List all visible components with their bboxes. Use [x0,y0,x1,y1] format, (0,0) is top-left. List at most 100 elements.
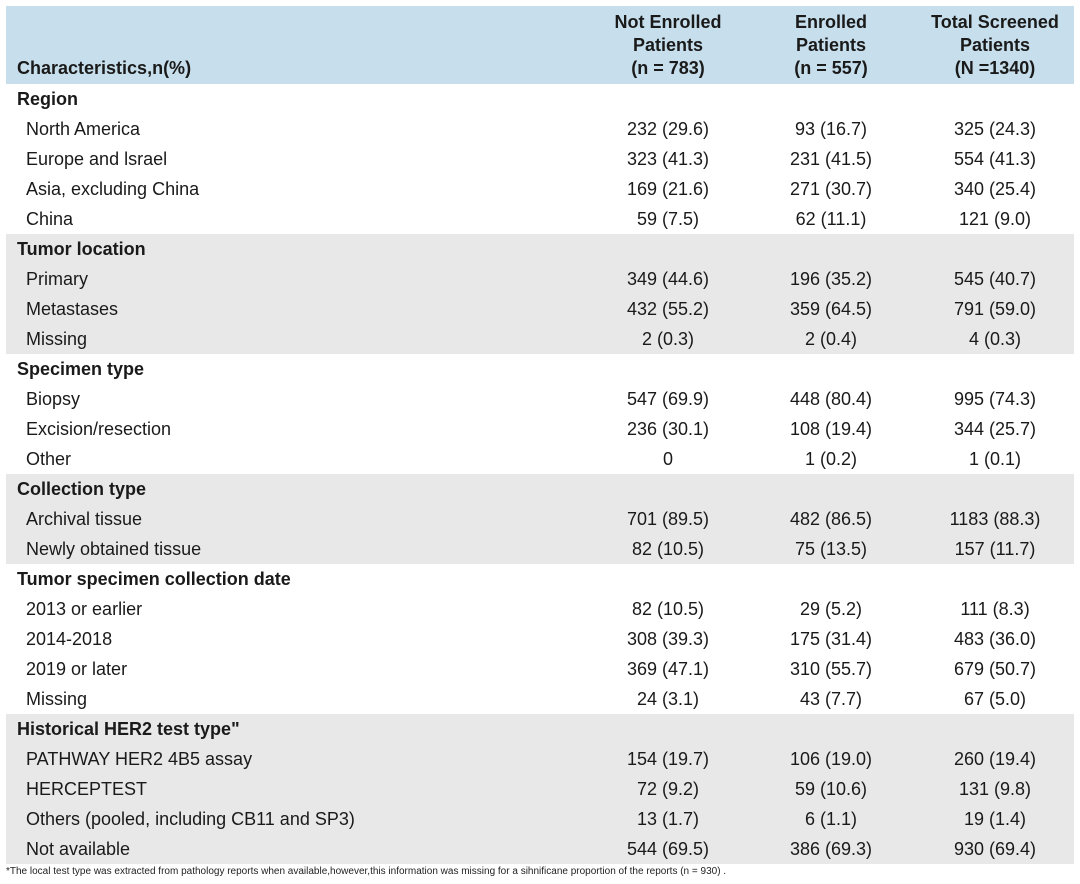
enrolled-value: 359 (64.5) [789,299,873,319]
enrolled-value: 93 (16.7) [794,119,868,139]
characteristics-table: Characteristics,n(%) Not Enrolled Patient… [6,6,1074,864]
not-enrolled-value: 369 (47.1) [626,659,710,679]
group-title: Historical HER2 test type" [17,719,240,739]
table-row: 2019 or later 369 (47.1) 310 (55.7) 679 … [6,654,1074,684]
group-heading: Tumor specimen collection date [6,564,1074,594]
not-enrolled-value: 72 (9.2) [636,779,700,799]
table-row: Excision/resection 236 (30.1) 108 (19.4)… [6,414,1074,444]
not-enrolled-value: 432 (55.2) [626,299,710,319]
total-value: 679 (50.7) [953,659,1037,679]
table-row: Asia, excluding China 169 (21.6) 271 (30… [6,174,1074,204]
enrolled-value: 2 (0.4) [804,329,858,349]
not-enrolled-value: 547 (69.9) [626,389,710,409]
not-enrolled-value: 13 (1.7) [636,809,700,829]
row-label: Europe and lsrael [26,149,168,169]
not-enrolled-value: 24 (3.1) [636,689,700,709]
table-row: China 59 (7.5) 62 (11.1) 121 (9.0) [6,204,1074,234]
table-row: Primary 349 (44.6) 196 (35.2) 545 (40.7) [6,264,1074,294]
not-enrolled-value: 154 (19.7) [626,749,710,769]
group-section: Collection type Archival tissue 701 (89.… [6,474,1074,564]
total-value: 483 (36.0) [953,629,1037,649]
enrolled-value: 448 (80.4) [789,389,873,409]
not-enrolled-value: 0 [662,449,673,469]
table-row: Biopsy 547 (69.9) 448 (80.4) 995 (74.3) [6,384,1074,414]
not-enrolled-value: 82 (10.5) [631,539,705,559]
enrolled-value: 29 (5.2) [799,599,863,619]
group-heading: Region [6,84,1074,114]
not-enrolled-value: 308 (39.3) [626,629,710,649]
row-label: Metastases [26,299,119,319]
total-value: 791 (59.0) [953,299,1037,319]
row-label: 2019 or later [26,659,128,679]
table-header: Characteristics,n(%) Not Enrolled Patient… [6,6,1074,84]
table-row: Missing 24 (3.1) 43 (7.7) 67 (5.0) [6,684,1074,714]
row-label: Excision/resection [26,419,172,439]
row-label: Asia, excluding China [26,179,200,199]
group-title: Collection type [17,479,147,499]
not-enrolled-value: 544 (69.5) [626,839,710,859]
row-label: Not available [26,839,131,859]
group-heading: Tumor location [6,234,1074,264]
enrolled-value: 59 (10.6) [794,779,868,799]
table-row: 2014-2018 308 (39.3) 175 (31.4) 483 (36.… [6,624,1074,654]
not-enrolled-value: 82 (10.5) [631,599,705,619]
header-line: Patients [632,35,704,55]
row-label: HERCEPTEST [26,779,148,799]
group-heading: Historical HER2 test type" [6,714,1074,744]
row-label: 2014-2018 [26,629,113,649]
header-line: (n = 783) [631,58,705,78]
table-row: Others (pooled, including CB11 and SP3) … [6,804,1074,834]
total-value: 260 (19.4) [953,749,1037,769]
enrolled-value: 271 (30.7) [789,179,873,199]
row-label: Missing [26,689,88,709]
not-enrolled-value: 59 (7.5) [636,209,700,229]
enrolled-value: 62 (11.1) [795,209,867,229]
header-characteristics: Characteristics,n(%) [17,58,192,78]
header-not-enrolled: Not Enrolled Patients (n = 783) [588,11,748,80]
enrolled-value: 75 (13.5) [794,539,868,559]
enrolled-value: 108 (19.4) [789,419,873,439]
not-enrolled-value: 169 (21.6) [626,179,710,199]
table-row: Not available 544 (69.5) 386 (69.3) 930 … [6,834,1074,864]
enrolled-value: 6 (1.1) [804,809,858,829]
total-value: 344 (25.7) [953,419,1037,439]
footnote: *The local test type was extracted from … [6,866,727,877]
total-value: 157 (11.7) [954,539,1036,559]
group-section: Specimen type Biopsy 547 (69.9) 448 (80.… [6,354,1074,474]
row-label: Biopsy [26,389,81,409]
not-enrolled-value: 232 (29.6) [626,119,710,139]
group-title: Tumor location [17,239,146,259]
row-label: 2013 or earlier [26,599,143,619]
not-enrolled-value: 2 (0.3) [641,329,695,349]
header-line: (n = 557) [794,58,868,78]
total-value: 111 (8.3) [960,599,1030,619]
not-enrolled-value: 349 (44.6) [626,269,710,289]
group-title: Tumor specimen collection date [17,569,291,589]
enrolled-value: 386 (69.3) [789,839,873,859]
enrolled-value: 43 (7.7) [799,689,863,709]
table-row: North America 232 (29.6) 93 (16.7) 325 (… [6,114,1074,144]
row-label: Missing [26,329,88,349]
table-row: PATHWAY HER2 4B5 assay 154 (19.7) 106 (1… [6,744,1074,774]
total-value: 325 (24.3) [953,119,1037,139]
enrolled-value: 175 (31.4) [789,629,873,649]
total-value: 995 (74.3) [953,389,1037,409]
group-section: Tumor specimen collection date 2013 or e… [6,564,1074,714]
header-total-screened: Total Screened Patients (N =1340) [915,11,1075,80]
row-label: Newly obtained tissue [26,539,202,559]
row-label: China [26,209,74,229]
total-value: 1 (0.1) [968,449,1022,469]
header-line: Not Enrolled [614,12,722,32]
header-line: (N =1340) [954,58,1036,78]
group-section: Region North America 232 (29.6) 93 (16.7… [6,84,1074,234]
group-title: Specimen type [17,359,145,379]
enrolled-value: 231 (41.5) [789,149,873,169]
enrolled-value: 1 (0.2) [804,449,858,469]
not-enrolled-value: 323 (41.3) [626,149,710,169]
row-label: Others (pooled, including CB11 and SP3) [26,809,355,829]
enrolled-value: 196 (35.2) [789,269,873,289]
total-value: 1183 (88.3) [949,509,1041,529]
total-value: 67 (5.0) [963,689,1027,709]
table-row: Other 0 1 (0.2) 1 (0.1) [6,444,1074,474]
total-value: 19 (1.4) [963,809,1027,829]
